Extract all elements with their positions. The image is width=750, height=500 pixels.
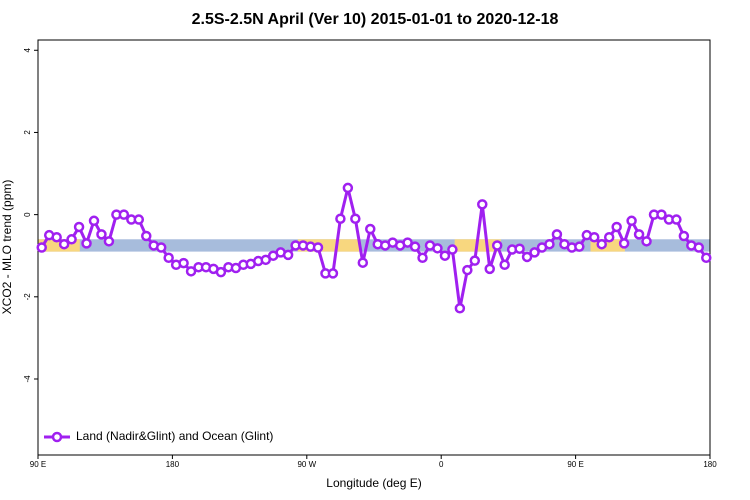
data-point bbox=[432, 243, 443, 254]
data-point bbox=[529, 247, 540, 258]
data-point bbox=[671, 214, 682, 225]
data-point bbox=[335, 213, 346, 224]
data-point bbox=[656, 209, 667, 220]
data-point bbox=[312, 242, 324, 253]
data-point bbox=[641, 236, 652, 247]
data-point bbox=[103, 236, 115, 247]
data-point bbox=[133, 214, 145, 225]
data-point bbox=[66, 234, 77, 245]
legend-marker bbox=[51, 431, 63, 443]
data-point bbox=[618, 238, 630, 249]
data-point bbox=[477, 199, 488, 210]
data-point bbox=[603, 231, 615, 243]
x-tick-label: 90 E bbox=[30, 460, 46, 469]
data-point bbox=[678, 230, 690, 242]
data-point bbox=[118, 209, 130, 220]
legend-label: Land (Nadir&Glint) and Ocean (Glint) bbox=[76, 429, 273, 443]
data-point bbox=[409, 241, 421, 252]
data-point bbox=[693, 242, 705, 253]
data-point bbox=[36, 242, 47, 253]
data-point bbox=[589, 231, 600, 243]
data-point bbox=[215, 266, 227, 278]
data-point bbox=[499, 259, 510, 271]
data-point bbox=[462, 264, 473, 276]
data-point bbox=[402, 237, 413, 248]
data-point bbox=[327, 268, 339, 279]
data-point bbox=[544, 238, 555, 250]
data-point bbox=[701, 252, 712, 264]
y-tick-label: 4 bbox=[23, 47, 32, 52]
data-point bbox=[350, 213, 361, 224]
data-point bbox=[141, 230, 152, 242]
data-point bbox=[454, 303, 466, 314]
data-point bbox=[73, 221, 85, 233]
x-tick-label: 0 bbox=[439, 460, 444, 469]
data-point bbox=[417, 252, 428, 264]
data-point bbox=[514, 243, 525, 254]
data-point bbox=[88, 215, 100, 227]
data-point bbox=[551, 229, 563, 240]
data-point bbox=[633, 229, 645, 240]
data-point bbox=[163, 252, 174, 264]
data-point bbox=[178, 257, 189, 269]
x-tick-label: 180 bbox=[703, 460, 717, 469]
chart-title: 2.5S-2.5N April (Ver 10) 2015-01-01 to 2… bbox=[192, 11, 559, 28]
data-point bbox=[282, 249, 294, 261]
data-point bbox=[81, 238, 92, 249]
x-tick-label: 90 E bbox=[567, 460, 583, 469]
data-point bbox=[439, 250, 451, 261]
data-point bbox=[357, 257, 369, 268]
x-axis-label: Longitude (deg E) bbox=[326, 476, 421, 490]
y-tick-label: 2 bbox=[23, 130, 32, 135]
y-tick-label: 0 bbox=[23, 212, 32, 217]
data-point bbox=[155, 242, 167, 253]
data-point bbox=[491, 240, 503, 251]
data-point bbox=[185, 266, 197, 277]
data-point bbox=[260, 254, 271, 266]
y-tick-label: -4 bbox=[23, 375, 32, 383]
data-point bbox=[484, 263, 495, 275]
y-tick-label: -2 bbox=[23, 293, 32, 301]
data-point bbox=[365, 223, 376, 235]
data-point bbox=[447, 244, 458, 255]
data-point bbox=[96, 229, 107, 240]
x-tick-label: 180 bbox=[166, 460, 180, 469]
data-point bbox=[626, 215, 637, 227]
data-point bbox=[521, 251, 533, 263]
data-point bbox=[51, 231, 62, 243]
y-axis-label: XCO2 - MLO trend (ppm) bbox=[0, 180, 14, 315]
data-point bbox=[596, 238, 607, 250]
x-tick-label: 90 W bbox=[297, 460, 316, 469]
data-point bbox=[469, 255, 481, 266]
data-point bbox=[611, 221, 622, 233]
data-point bbox=[342, 182, 354, 194]
data-point bbox=[58, 238, 70, 250]
data-point bbox=[574, 241, 585, 252]
